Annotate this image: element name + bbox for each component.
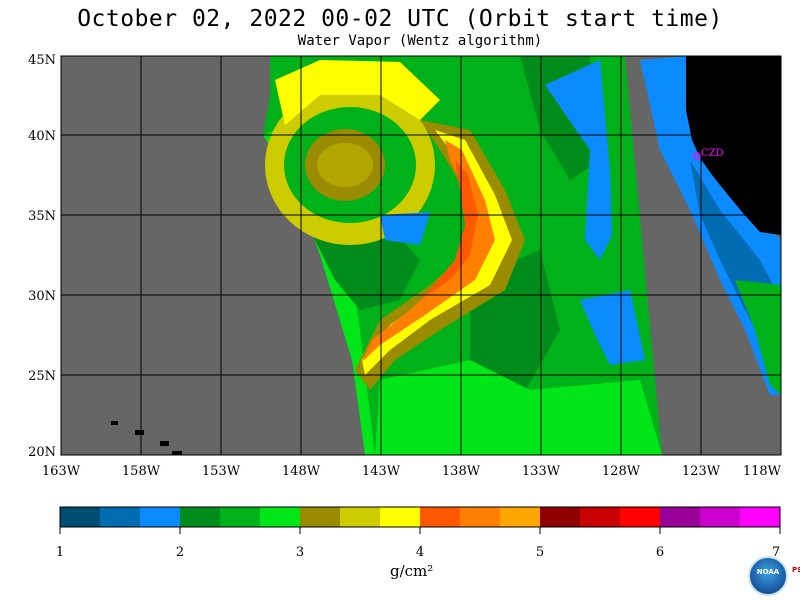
swath-south-bright — [375, 360, 662, 455]
colorbar-tick-label: 4 — [416, 545, 424, 560]
colorbar-swatch — [100, 507, 141, 527]
map-title: October 02, 2022 00-02 UTC (Orbit start … — [77, 6, 723, 32]
station-marker — [693, 152, 701, 160]
colorbar-tick-label: 3 — [296, 545, 304, 560]
lat-label: 30N — [28, 289, 56, 304]
lat-label: 40N — [28, 129, 56, 144]
lon-label: 158W — [122, 464, 161, 479]
map-frame — [60, 55, 782, 456]
colorbar-swatch — [380, 507, 421, 527]
colorbar-swatch — [540, 507, 581, 527]
lon-label: 163W — [42, 464, 81, 479]
colorbar-tick-label: 2 — [176, 545, 184, 560]
island-hawaii — [172, 451, 182, 455]
colorbar-swatch — [460, 507, 501, 527]
colorbar-swatch — [140, 507, 181, 527]
cyclone-north-band — [275, 60, 440, 125]
island-oahu — [135, 430, 144, 435]
colorbar-swatch — [260, 507, 301, 527]
latitude-labels: 45N 40N 35N 30N 25N 20N — [28, 53, 56, 460]
lon-label: 123W — [682, 464, 721, 479]
noaa-logo: NOAA — [748, 556, 788, 596]
graticule — [61, 56, 781, 455]
land-mass — [686, 56, 781, 235]
noaa-logo-text: NOAA — [756, 568, 780, 576]
colorbar-swatch — [700, 507, 741, 527]
cyclone-eye — [317, 143, 373, 187]
psl-logo-text: PSL — [792, 566, 800, 574]
lon-label: 143W — [362, 464, 401, 479]
colorbar-swatch — [300, 507, 341, 527]
colorbar-swatch — [180, 507, 221, 527]
colorbar-swatch — [60, 507, 101, 527]
colorbar-unit-label: g/cm² — [390, 562, 434, 580]
colorbar-swatch — [340, 507, 381, 527]
lat-label: 45N — [28, 53, 56, 68]
lon-label: 138W — [442, 464, 481, 479]
colorbar-tick-labels: 1 2 3 4 5 6 7 — [56, 545, 780, 560]
coastal-swath-green — [735, 280, 781, 395]
dry-patch-west — [380, 212, 430, 245]
lon-label: 133W — [522, 464, 561, 479]
lon-label: 128W — [602, 464, 641, 479]
colorbar-swatch — [740, 507, 781, 527]
colorbar-swatch — [420, 507, 461, 527]
colorbar-swatch — [660, 507, 701, 527]
lon-label: 118W — [743, 464, 782, 479]
lat-label: 25N — [28, 369, 56, 384]
lon-label: 153W — [202, 464, 241, 479]
lat-label: 35N — [28, 209, 56, 224]
island-kauai — [111, 421, 118, 425]
colorbar-ticks — [59, 527, 781, 534]
colorbar-tick-label: 5 — [536, 545, 544, 560]
colorbar-swatch — [220, 507, 261, 527]
dry-band-east-2 — [580, 290, 645, 365]
longitude-labels: 163W 158W 153W 148W 143W 138W 133W 128W … — [42, 464, 782, 479]
colorbar-swatch — [580, 507, 621, 527]
river-band-peak — [420, 160, 478, 300]
colorbar-tick-label: 7 — [772, 545, 780, 560]
lon-label: 148W — [282, 464, 321, 479]
colorbar-swatch — [500, 507, 541, 527]
map-subtitle: Water Vapor (Wentz algorithm) — [297, 33, 543, 49]
colorbar — [60, 507, 781, 527]
colorbar-tick-label: 1 — [56, 545, 64, 560]
colorbar-swatch — [620, 507, 661, 527]
dry-band-east-1 — [545, 60, 612, 260]
station-label: CZD — [701, 148, 724, 159]
island-maui — [160, 441, 169, 446]
colorbar-tick-label: 6 — [656, 545, 664, 560]
lat-label: 20N — [28, 445, 56, 460]
